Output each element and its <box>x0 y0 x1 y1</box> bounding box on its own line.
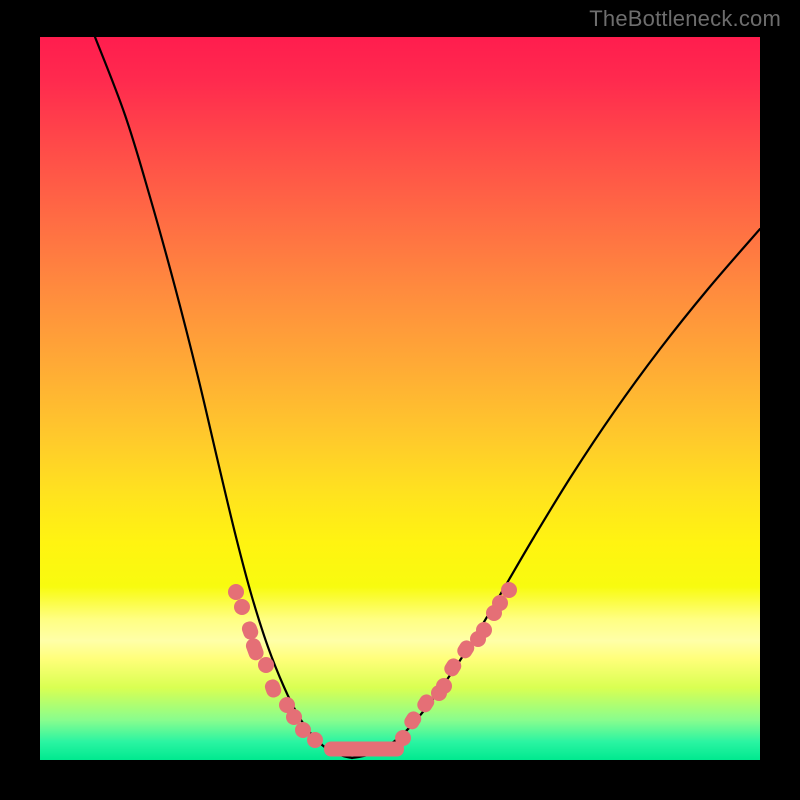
marker-right-11 <box>501 582 517 598</box>
marker-right-4 <box>436 678 452 694</box>
marker-right-10 <box>492 595 508 611</box>
gradient-background <box>40 37 760 760</box>
marker-left-4 <box>258 657 274 673</box>
marker-left-9 <box>307 732 323 748</box>
marker-right-0 <box>395 730 411 746</box>
chart-svg <box>0 0 800 800</box>
marker-left-1 <box>234 599 250 615</box>
marker-valley-0 <box>324 742 404 757</box>
chart-frame: TheBottleneck.com <box>0 0 800 800</box>
marker-left-7 <box>286 709 302 725</box>
marker-left-0 <box>228 584 244 600</box>
marker-right-8 <box>476 622 492 638</box>
